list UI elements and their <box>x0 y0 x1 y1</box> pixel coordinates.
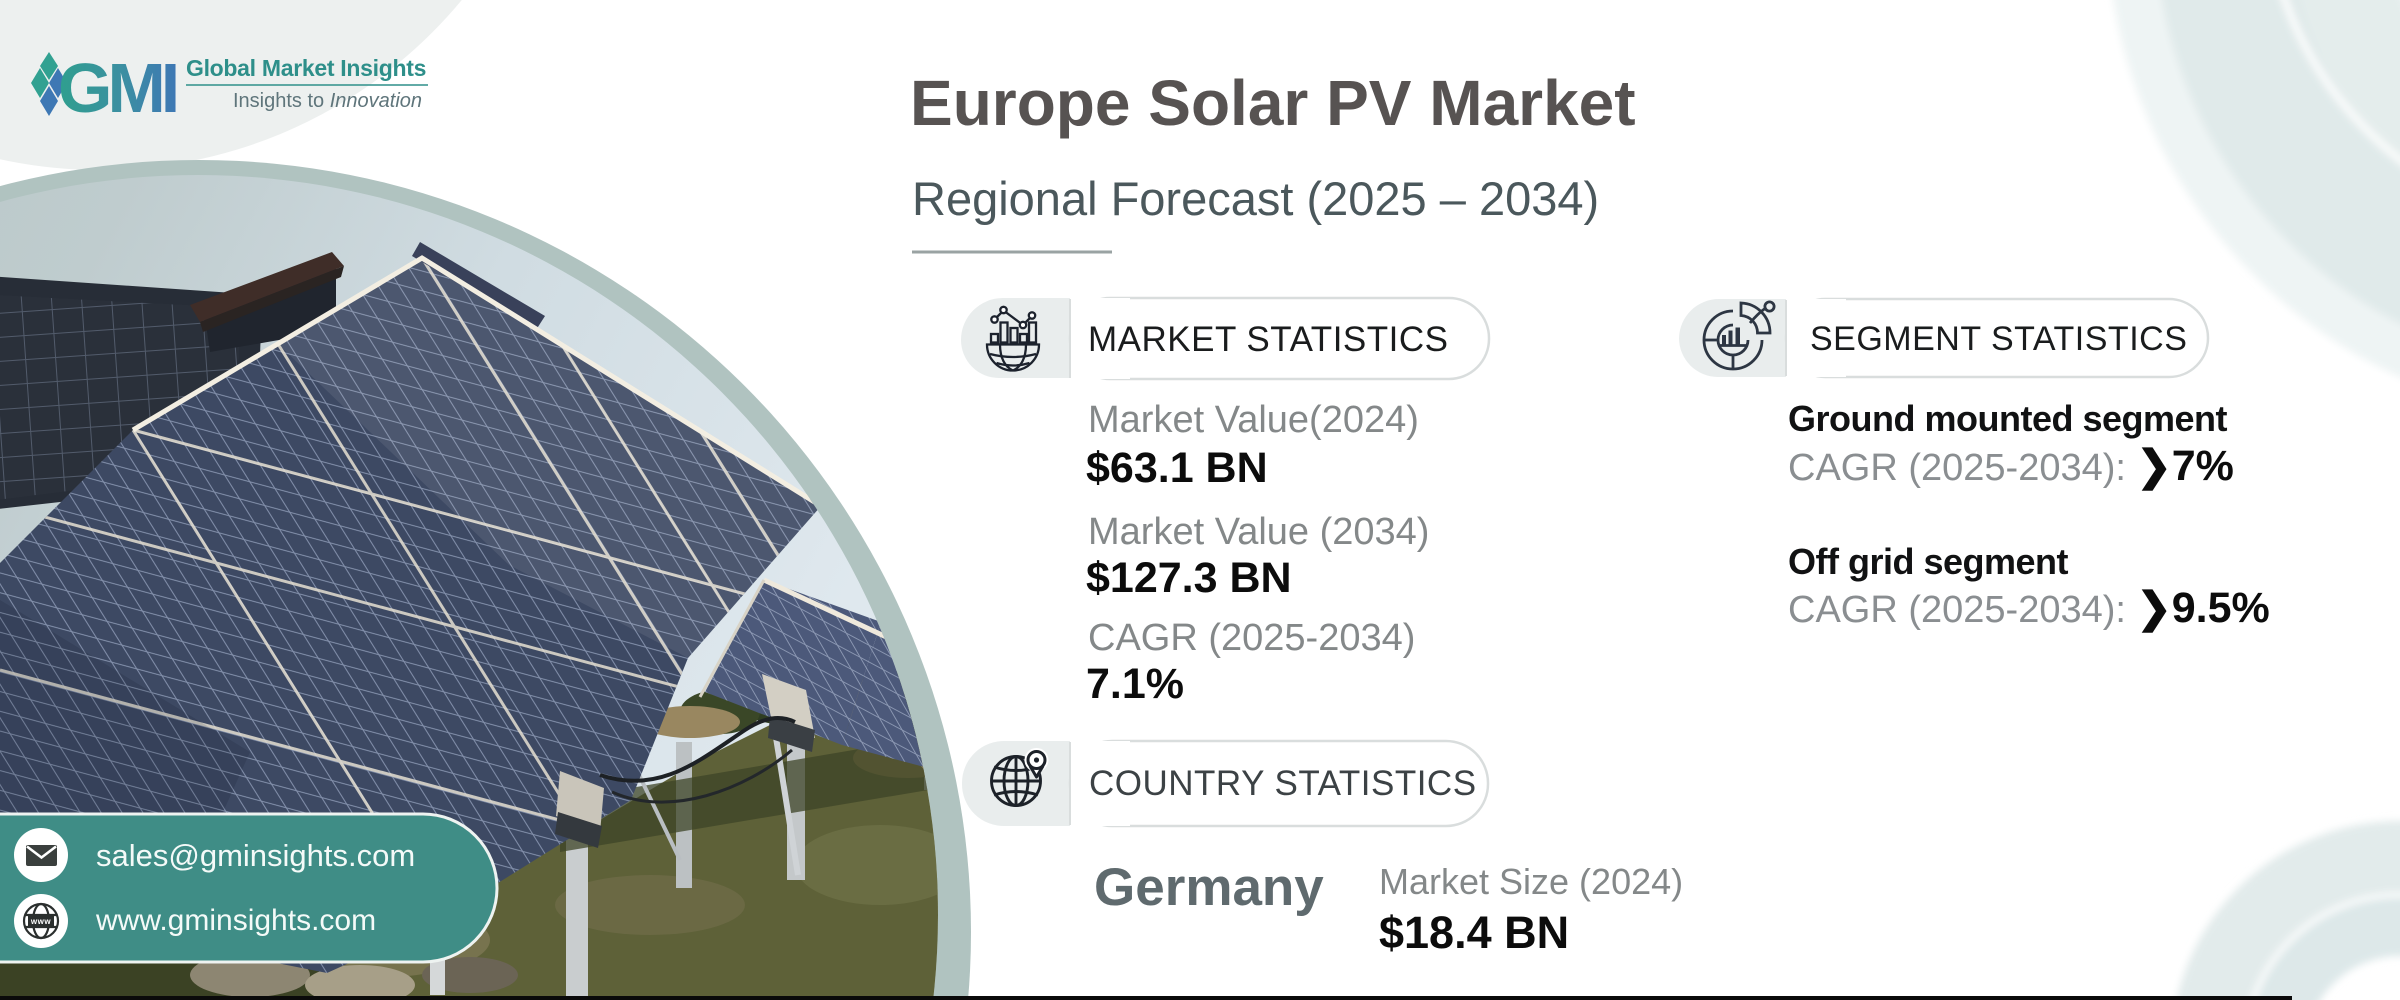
svg-text:SEGMENT STATISTICS: SEGMENT STATISTICS <box>1810 320 2187 358</box>
svg-text:Market Size (2024): Market Size (2024) <box>1379 861 1683 902</box>
svg-text:Ground mounted segment: Ground mounted segment <box>1788 398 2228 439</box>
svg-text:MARKET STATISTICS: MARKET STATISTICS <box>1088 320 1448 359</box>
svg-text:7.1%: 7.1% <box>1086 660 1184 708</box>
svg-text:CAGR (2025-2034): CAGR (2025-2034) <box>1088 617 1415 659</box>
svg-text:Europe Solar PV Market: Europe Solar PV Market <box>910 67 1636 139</box>
svg-text:$127.3 BN: $127.3 BN <box>1086 554 1292 602</box>
svg-text:CAGR (2025-2034): ❯9.5%: CAGR (2025-2034): ❯9.5% <box>1788 584 2270 633</box>
svg-text:www: www <box>30 917 51 926</box>
svg-text:Market Value (2034): Market Value (2034) <box>1088 511 1429 553</box>
svg-text:sales@gminsights.com: sales@gminsights.com <box>96 838 415 873</box>
svg-text:GMI: GMI <box>58 49 176 127</box>
svg-text:Global Market Insights: Global Market Insights <box>186 55 426 81</box>
svg-text:Insights to Innovation: Insights to Innovation <box>233 90 422 112</box>
svg-text:$18.4 BN: $18.4 BN <box>1379 907 1569 958</box>
svg-text:Off grid segment: Off grid segment <box>1788 541 2069 582</box>
svg-text:www.gminsights.com: www.gminsights.com <box>95 904 376 937</box>
svg-text:Germany: Germany <box>1094 858 1324 917</box>
svg-text:COUNTRY STATISTICS: COUNTRY STATISTICS <box>1089 764 1477 803</box>
svg-text:$63.1 BN: $63.1 BN <box>1086 444 1268 492</box>
svg-text:Regional Forecast (2025 – 2034: Regional Forecast (2025 – 2034) <box>912 172 1599 225</box>
svg-text:CAGR (2025-2034): ❯7%: CAGR (2025-2034): ❯7% <box>1788 442 2234 491</box>
svg-text:Market Value(2024): Market Value(2024) <box>1088 399 1419 441</box>
